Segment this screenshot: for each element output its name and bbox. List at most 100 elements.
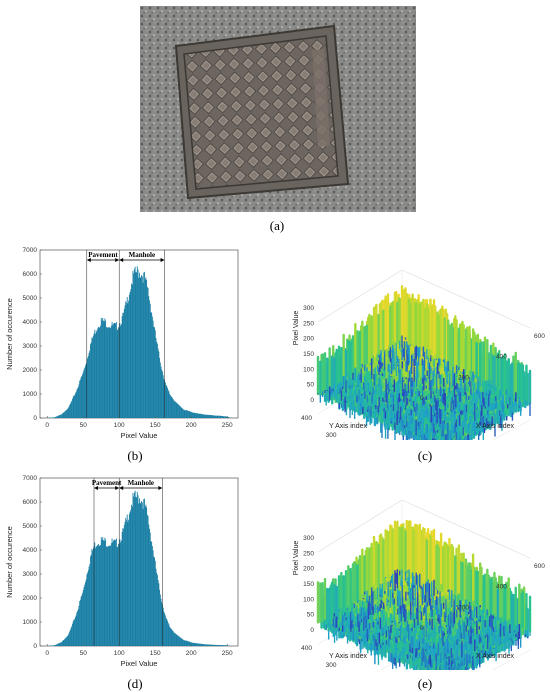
y-axis-label: Number of occurence [5,298,14,370]
histogram-bar [164,382,166,418]
histogram-bar [131,506,133,646]
histogram-bar [146,507,148,646]
arrow-head-right [115,486,120,490]
histogram-bar [164,613,166,646]
histogram-bar [152,550,154,646]
histogram-bar [90,344,91,418]
histogram-bar [87,355,89,418]
histogram-bar [216,415,217,418]
histogram-bar [200,643,202,646]
histogram-bar [200,413,202,418]
histogram-bar [204,414,206,418]
histogram-bar [157,580,159,646]
histogram-bar [126,514,128,646]
histogram-bar [110,327,112,418]
histogram-bar [103,540,104,646]
histogram-bar [191,412,193,418]
histogram-bar [131,283,132,418]
histogram-bar [151,546,153,646]
histogram-bar [56,416,58,418]
histogram-bar [135,496,137,646]
z-tick-label: 300 [303,305,314,312]
histogram-bar [172,399,174,418]
range-label-pavement: Pavement [88,251,118,259]
histogram-bar [166,619,168,646]
histogram-bar [54,417,56,418]
histogram-bar [224,645,226,646]
histogram-bar [96,546,98,646]
histogram-bar [94,542,96,646]
histogram-bar [213,644,215,646]
histogram-bar [59,414,61,418]
histogram-bar [151,312,153,418]
histogram-bar [158,351,160,418]
histogram-bar [199,413,201,418]
histogram-bar [205,414,207,418]
histogram-bar [62,412,64,418]
histogram-bar [171,397,173,418]
histogram-bar [148,296,150,418]
histogram-bar [205,644,207,646]
histogram-bar [211,415,212,418]
histogram-bar [186,410,188,418]
histogram-bar [190,642,191,646]
histogram-bar [142,509,144,646]
x-tick-label: 100 [114,650,125,657]
z-tick-label: 150 [303,581,314,588]
histogram-bar [186,640,188,646]
manhole-photo [140,6,416,212]
histogram-bar [103,321,105,418]
histogram-bar [57,643,59,646]
histogram-bar [124,521,126,646]
histogram-bar [184,410,186,418]
histogram-bars [47,490,231,646]
histogram-bar [79,379,81,418]
histogram-bar [104,318,106,418]
arrow-head-right [158,486,163,490]
histogram-bar [72,398,73,418]
histogram-bar [92,335,94,418]
histogram-bar [208,414,210,418]
histogram-bar [208,414,209,418]
x-tick-label: 250 [222,422,233,429]
histogram-bar [190,411,191,418]
histogram-bar [221,645,223,646]
y-tick-label: 3000 [23,343,38,350]
range-label-manhole: Manhole [128,479,154,487]
histogram-bar [180,407,182,418]
histogram-bar [189,641,191,646]
histogram-bar [121,540,122,646]
histogram-bar [203,414,205,418]
histogram-bar [144,279,146,418]
y-tick-label: 3000 [23,571,38,578]
histogram-bar [168,391,170,418]
histogram-bar [169,395,171,418]
histogram-bar [92,550,94,646]
histogram-bar [187,641,189,646]
histogram-bar [171,629,173,646]
histogram-bar [120,542,122,646]
histogram-bar [164,615,166,646]
histogram-bar [100,537,102,646]
range-label-manhole: Manhole [129,251,155,259]
histogram-bar [209,415,211,418]
x-axis-label: Pixel Value [121,431,158,440]
histogram-bar [218,415,220,418]
histogram-bar [223,645,225,646]
y-tick-label: 7000 [23,247,38,254]
histogram-bar [116,329,118,418]
histogram-bar [95,546,97,646]
y-tick-label: 400 [301,645,312,652]
histogram-bars [47,266,231,418]
histogram-bar [160,366,162,418]
arrow-head-left [94,486,98,490]
histogram-bar [144,498,145,646]
histogram-bar [213,415,215,418]
histogram-bar [162,375,164,418]
z-tick-label: 50 [307,382,315,389]
histogram-bar [113,322,115,418]
histogram-bar [165,617,167,646]
histogram-bar [75,392,77,418]
caption-c: (c) [417,448,433,463]
histogram-bar [125,301,127,418]
